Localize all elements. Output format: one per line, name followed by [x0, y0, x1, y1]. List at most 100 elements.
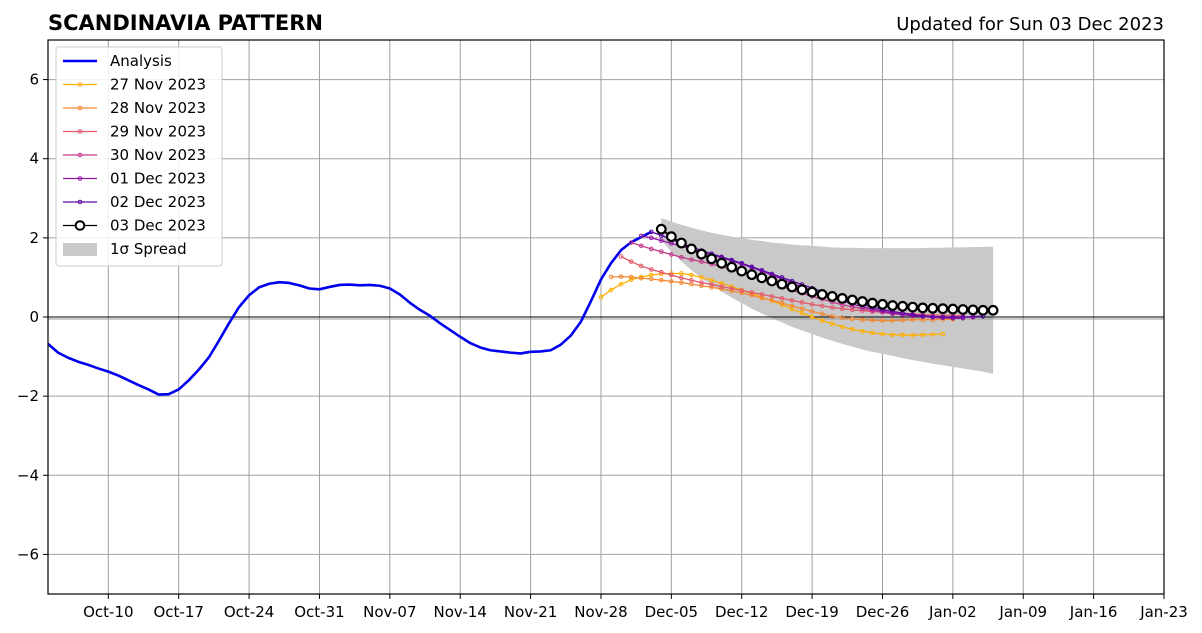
data-point [628, 274, 634, 280]
data-point [880, 331, 885, 337]
data-point [867, 297, 878, 309]
data-point [799, 300, 805, 305]
data-point [618, 281, 624, 287]
y-tick-label: 4 [29, 150, 39, 168]
y-tick-label: 2 [29, 229, 39, 247]
data-point [846, 294, 858, 306]
series-line [651, 231, 984, 318]
legend-label: Analysis [110, 52, 172, 70]
x-tick-label: Dec-12 [715, 603, 769, 621]
x-tick-label: Nov-28 [574, 603, 627, 621]
y-axis-ticks: −6 −4 −2 0 2 4 6 [17, 71, 48, 563]
data-point [756, 272, 768, 284]
data-point [920, 313, 926, 319]
legend-item: Analysis [63, 52, 172, 70]
x-tick-label: Jan-02 [928, 603, 977, 621]
forecast-series [598, 223, 999, 338]
data-point [638, 243, 644, 249]
data-point [819, 318, 825, 323]
data-point [850, 326, 855, 332]
data-point [689, 272, 694, 278]
data-point [618, 254, 624, 259]
data-point [658, 249, 664, 255]
data-point [638, 263, 644, 269]
legend-marker [77, 199, 83, 205]
y-tick-label: −6 [17, 545, 39, 563]
data-point [779, 296, 785, 301]
legend-marker [74, 220, 86, 231]
data-point [749, 292, 755, 298]
data-point [618, 274, 624, 279]
x-tick-label: Dec-05 [645, 603, 699, 621]
y-tick-label: −4 [17, 466, 39, 484]
data-point [696, 248, 707, 260]
data-point [608, 274, 614, 280]
data-point [699, 280, 704, 285]
data-point [709, 282, 714, 287]
legend-item: 27 Nov 2023 [63, 76, 206, 94]
data-point [960, 314, 966, 320]
data-point [638, 275, 644, 281]
analysis-line [47, 230, 652, 396]
data-point [987, 304, 999, 316]
legend-item: 01 Dec 2023 [63, 170, 206, 188]
legend-item: 29 Nov 2023 [63, 123, 206, 141]
data-point [789, 303, 795, 309]
data-point [658, 269, 664, 275]
x-tick-label: Nov-21 [504, 603, 557, 621]
data-point [749, 264, 755, 270]
data-point [927, 302, 939, 314]
data-point [910, 332, 915, 338]
data-point [676, 237, 687, 249]
data-point [779, 300, 785, 306]
data-point [877, 298, 888, 310]
data-point [910, 312, 915, 317]
data-point [658, 277, 664, 283]
data-point [839, 315, 845, 321]
data-point [628, 240, 634, 245]
data-point [739, 288, 745, 293]
data-point [679, 275, 684, 281]
data-point [648, 229, 654, 235]
data-point [679, 254, 684, 260]
data-point [669, 272, 674, 278]
x-tick-label: Dec-19 [785, 603, 839, 621]
data-point [739, 260, 745, 266]
data-point [686, 243, 697, 255]
y-tick-label: 0 [29, 308, 39, 326]
x-axis-ticks: Oct-10 Oct-17 Oct-24 Oct-31 Nov-07 Nov-14 Nov-… [83, 594, 1188, 621]
data-point [850, 316, 855, 322]
legend-box [55, 46, 223, 267]
data-point [930, 314, 936, 319]
data-point [679, 271, 684, 276]
x-tick-label: Oct-10 [83, 603, 133, 621]
legend-label: 1σ Spread [110, 240, 187, 258]
data-point [860, 328, 865, 334]
data-point [716, 257, 728, 269]
data-point [887, 300, 898, 311]
data-point [648, 235, 654, 241]
data-point [776, 278, 788, 290]
data-point [726, 261, 738, 273]
legend-label: 30 Nov 2023 [110, 146, 206, 164]
legend-label: 27 Nov 2023 [110, 76, 206, 94]
data-point [880, 318, 885, 323]
legend-label: 02 Dec 2023 [110, 193, 206, 211]
data-point [967, 304, 979, 316]
data-point [897, 300, 908, 312]
data-point [679, 280, 684, 285]
x-tick-label: Jan-23 [1139, 603, 1188, 621]
data-point [839, 324, 845, 330]
data-point [648, 267, 654, 272]
data-point [789, 298, 795, 303]
data-point [796, 284, 808, 296]
data-point [819, 311, 825, 317]
data-point [917, 302, 929, 314]
legend-label: 28 Nov 2023 [110, 99, 206, 117]
data-point [829, 321, 835, 327]
legend-item: 30 Nov 2023 [63, 146, 206, 164]
legend-label: 01 Dec 2023 [110, 170, 206, 188]
data-point [749, 290, 755, 295]
data-point [759, 268, 765, 273]
